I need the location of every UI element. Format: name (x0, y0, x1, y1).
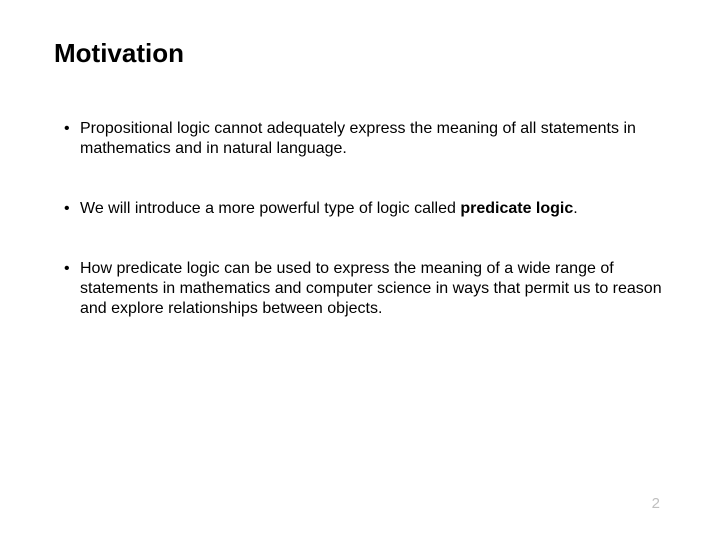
slide-title: Motivation (54, 38, 666, 69)
list-item: Propositional logic cannot adequately ex… (64, 119, 666, 159)
bullet-text-post: . (573, 200, 577, 217)
bullet-text-pre: How predicate logic can be used to expre… (80, 260, 662, 317)
list-item: We will introduce a more powerful type o… (64, 199, 666, 219)
list-item: How predicate logic can be used to expre… (64, 259, 666, 319)
bullet-list: Propositional logic cannot adequately ex… (54, 119, 666, 319)
bullet-text-pre: We will introduce a more powerful type o… (80, 200, 460, 217)
bullet-text-bold: predicate logic (460, 200, 573, 217)
bullet-text-pre: Propositional logic cannot adequately ex… (80, 120, 636, 157)
page-number: 2 (652, 495, 660, 512)
